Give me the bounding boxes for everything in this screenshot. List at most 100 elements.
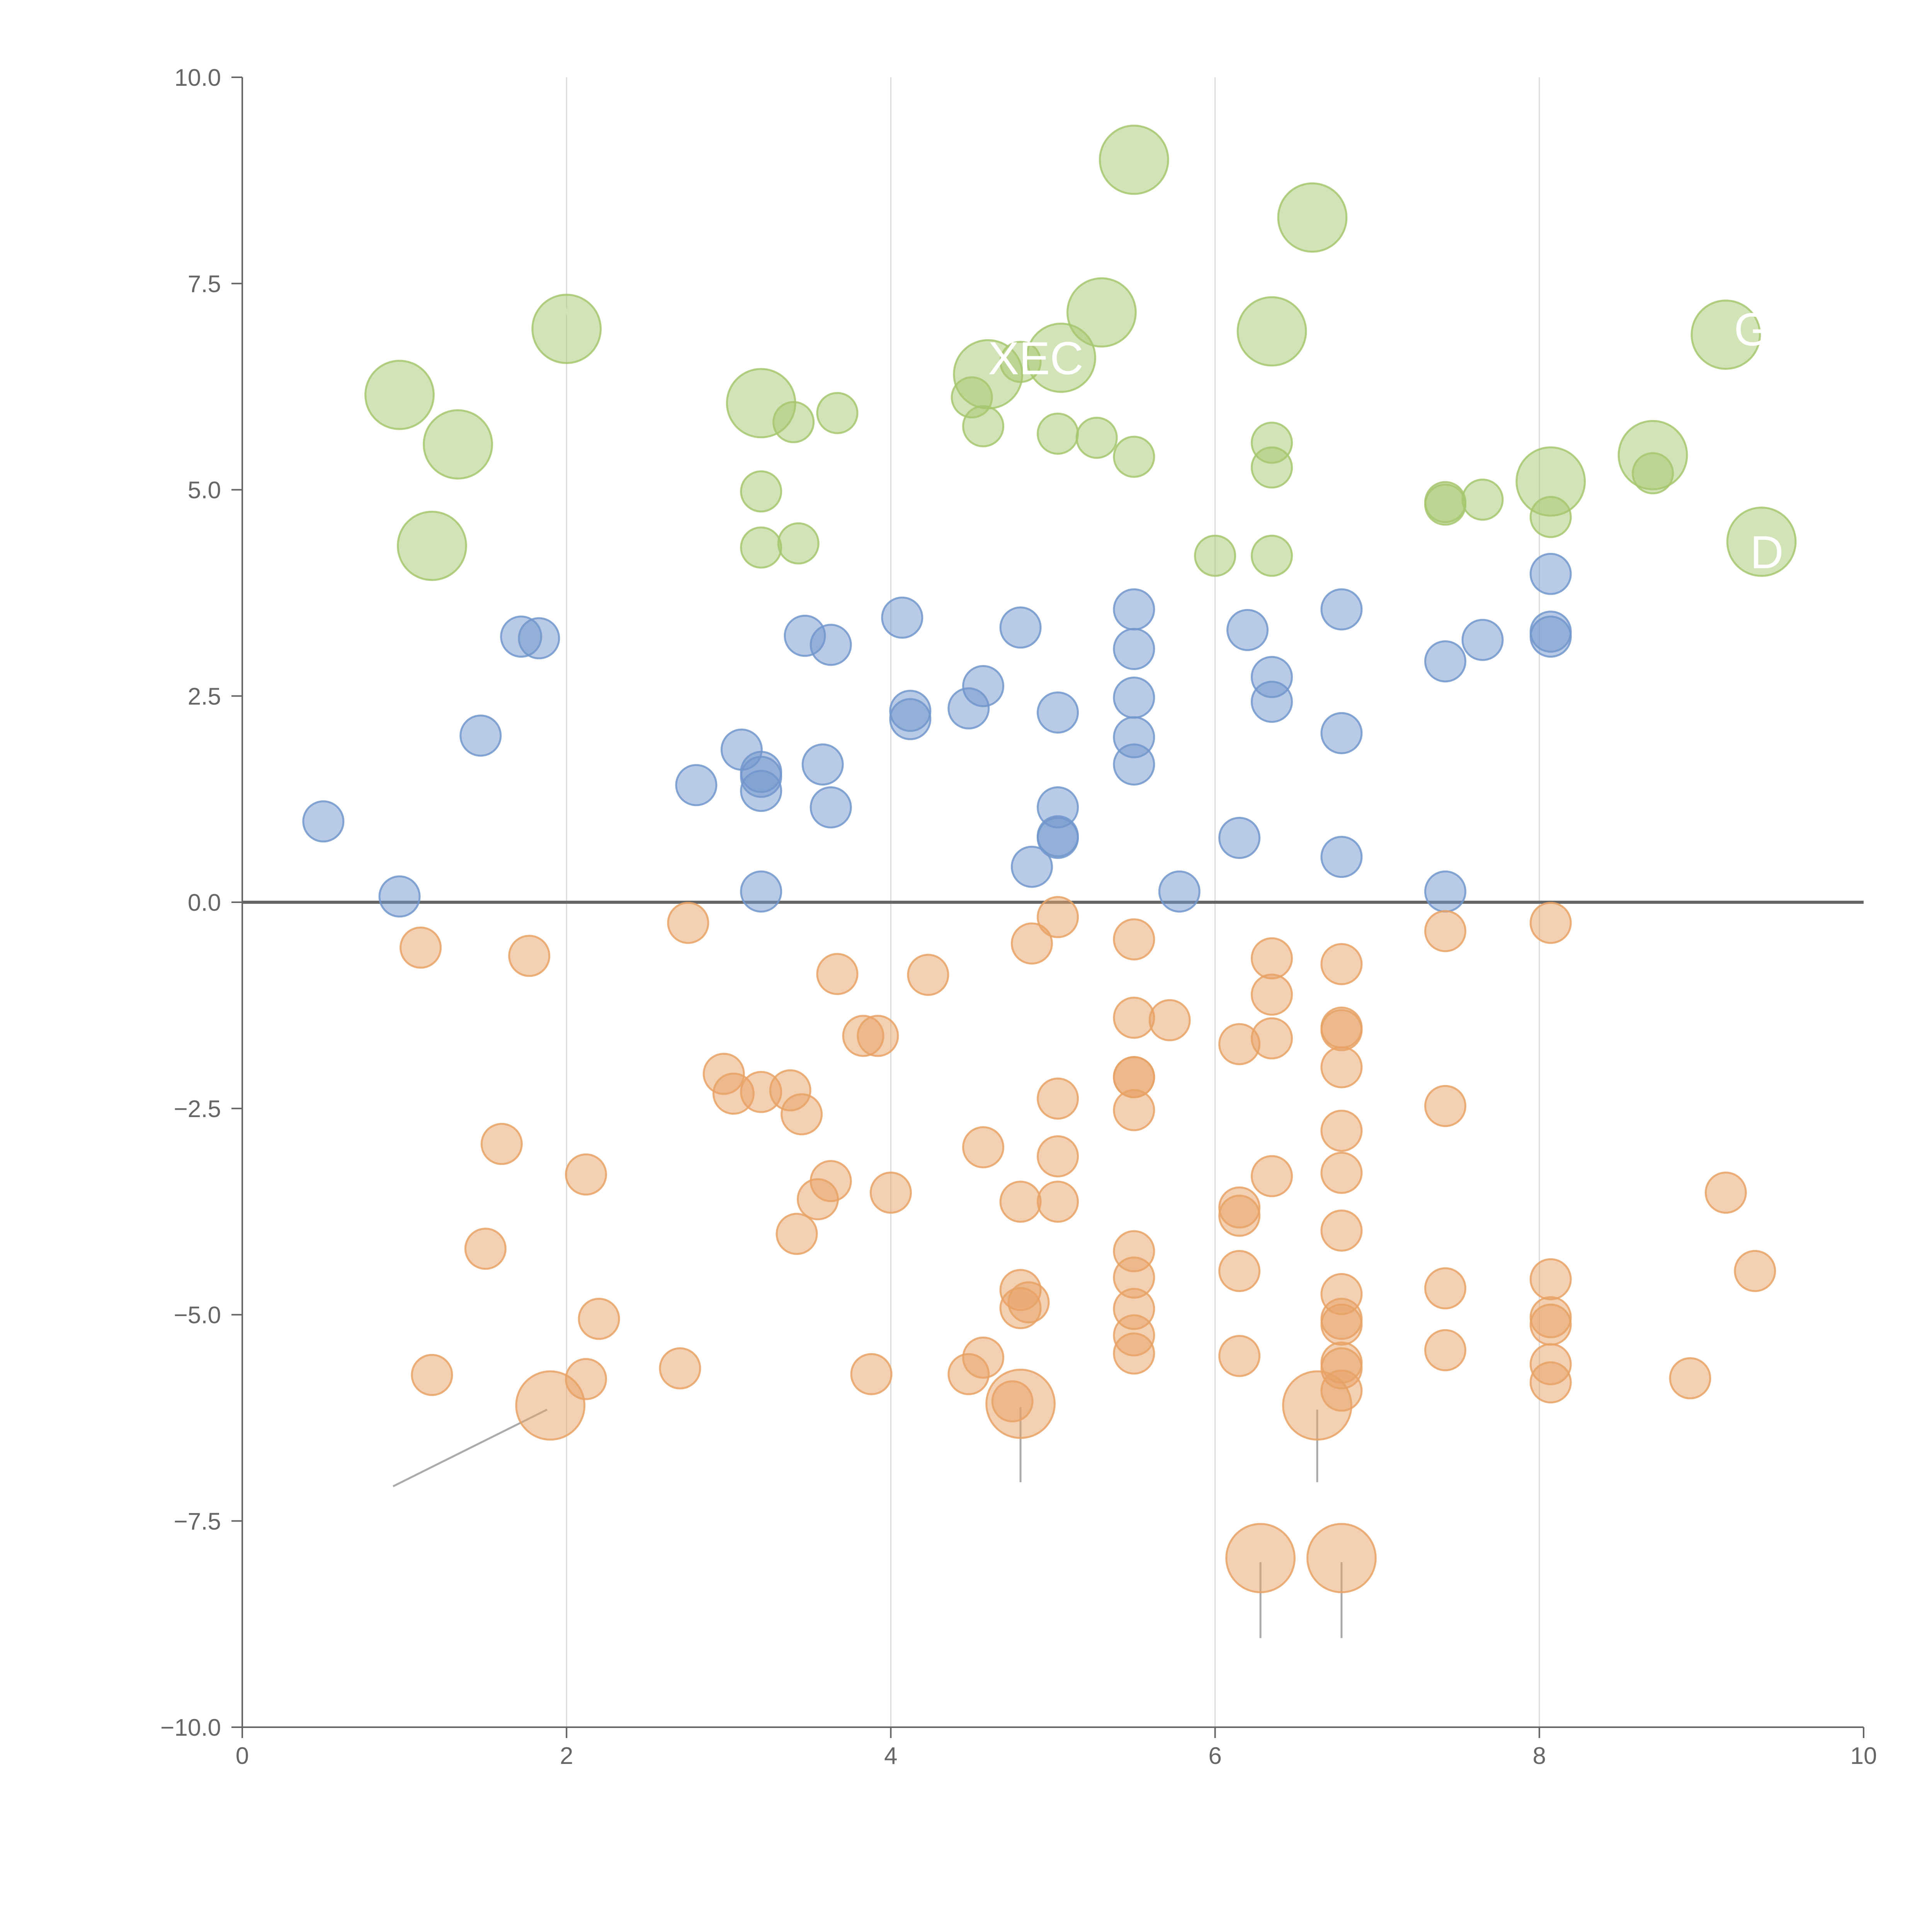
- point-green: [999, 341, 1042, 383]
- point-blue: [518, 617, 560, 660]
- point-orange: [1113, 918, 1155, 961]
- point-orange: [1037, 1180, 1079, 1223]
- point-orange: [1734, 1250, 1776, 1292]
- point-green: [1424, 483, 1466, 526]
- point-blue: [962, 665, 1005, 707]
- point-green: [1066, 277, 1137, 348]
- point-orange: [1037, 1135, 1079, 1178]
- point-orange: [850, 1353, 893, 1395]
- point-orange: [999, 1180, 1042, 1223]
- point-green: [423, 409, 493, 480]
- point-orange: [1037, 896, 1079, 938]
- point-green: [1690, 299, 1761, 370]
- scatter-points: [302, 124, 1797, 1594]
- point-green: [740, 470, 782, 513]
- point-green: [1236, 296, 1307, 367]
- point-orange: [400, 926, 442, 969]
- point-orange: [1669, 1357, 1711, 1400]
- point-green: [1277, 182, 1348, 253]
- point-orange: [1320, 1209, 1363, 1252]
- point-orange: [962, 1126, 1005, 1168]
- point-blue: [1250, 680, 1293, 723]
- tick-labels: 0 2 4 6 8 10 10.0 7.5 5.0 2.5 0.0 −2.5 −5.0 −7.5 −10.0: [160, 65, 1877, 1769]
- point-blue: [801, 743, 844, 786]
- point-green: [772, 401, 815, 443]
- y-tick-label: 2.5: [188, 683, 221, 710]
- point-orange: [1282, 1370, 1352, 1441]
- point-green: [962, 405, 1005, 447]
- point-orange: [464, 1228, 507, 1270]
- point-orange: [1113, 1332, 1155, 1375]
- point-orange: [816, 953, 859, 995]
- y-tick-label: −10.0: [160, 1714, 221, 1741]
- point-blue: [810, 624, 852, 666]
- y-tick-label: 0.0: [188, 889, 221, 916]
- point-blue: [999, 606, 1042, 649]
- point-blue: [881, 596, 923, 639]
- point-orange: [1424, 1329, 1466, 1371]
- point-orange: [1250, 937, 1293, 980]
- point-orange: [869, 1172, 912, 1214]
- point-orange: [1218, 1250, 1261, 1292]
- point-blue: [1529, 616, 1572, 658]
- point-green: [364, 360, 435, 430]
- point-orange: [1148, 999, 1191, 1041]
- point-orange: [907, 954, 949, 996]
- point-orange: [1218, 1335, 1261, 1377]
- point-orange: [1424, 1267, 1466, 1310]
- point-green: [397, 510, 467, 581]
- point-orange: [659, 1347, 701, 1389]
- point-orange: [1529, 1361, 1572, 1404]
- y-tick-label: −5.0: [174, 1302, 221, 1329]
- point-orange: [1424, 910, 1466, 952]
- point-green: [1632, 452, 1674, 495]
- point-blue: [1037, 816, 1079, 859]
- point-orange: [1320, 1151, 1363, 1194]
- y-tick-label: 5.0: [188, 477, 221, 504]
- y-tick-label: −7.5: [174, 1508, 221, 1535]
- point-blue: [1320, 588, 1363, 631]
- point-orange: [985, 1369, 1056, 1439]
- point-green: [816, 392, 859, 434]
- point-orange: [1225, 1523, 1296, 1594]
- point-orange: [1113, 1089, 1155, 1131]
- x-tick-label: 6: [1208, 1743, 1221, 1769]
- point-orange: [1320, 1109, 1363, 1152]
- point-green: [1113, 435, 1155, 478]
- point-blue: [302, 800, 345, 843]
- point-orange: [411, 1354, 453, 1396]
- point-blue: [740, 770, 782, 812]
- point-orange: [1113, 997, 1155, 1039]
- point-blue: [675, 764, 718, 806]
- point-blue: [1010, 845, 1053, 888]
- point-blue: [1424, 870, 1466, 913]
- point-blue: [740, 870, 782, 913]
- point-blue: [1158, 870, 1201, 913]
- x-tick-label: 8: [1533, 1743, 1546, 1769]
- point-blue: [1113, 677, 1155, 719]
- point-orange: [1218, 1194, 1261, 1237]
- point-orange: [781, 1093, 823, 1136]
- point-blue: [459, 714, 502, 757]
- y-tick-label: 7.5: [188, 271, 221, 298]
- point-green: [1250, 534, 1293, 577]
- point-orange: [1010, 922, 1053, 965]
- point-orange: [776, 1213, 818, 1255]
- point-orange: [1529, 901, 1572, 944]
- point-orange: [1529, 1303, 1572, 1346]
- point-green: [1099, 124, 1169, 195]
- point-green: [1037, 412, 1079, 455]
- point-label: XEC: [988, 333, 1083, 384]
- point-orange: [1007, 1281, 1050, 1323]
- point-green: [1250, 446, 1293, 489]
- point-green: [1529, 496, 1572, 538]
- point-green: [1461, 478, 1504, 521]
- point-green: [531, 294, 602, 364]
- point-blue: [1037, 691, 1079, 734]
- point-orange: [1320, 1303, 1363, 1346]
- point-blue: [378, 875, 421, 918]
- point-blue: [1226, 609, 1269, 651]
- point-green: [1075, 417, 1118, 459]
- x-tick-label: 4: [884, 1743, 897, 1769]
